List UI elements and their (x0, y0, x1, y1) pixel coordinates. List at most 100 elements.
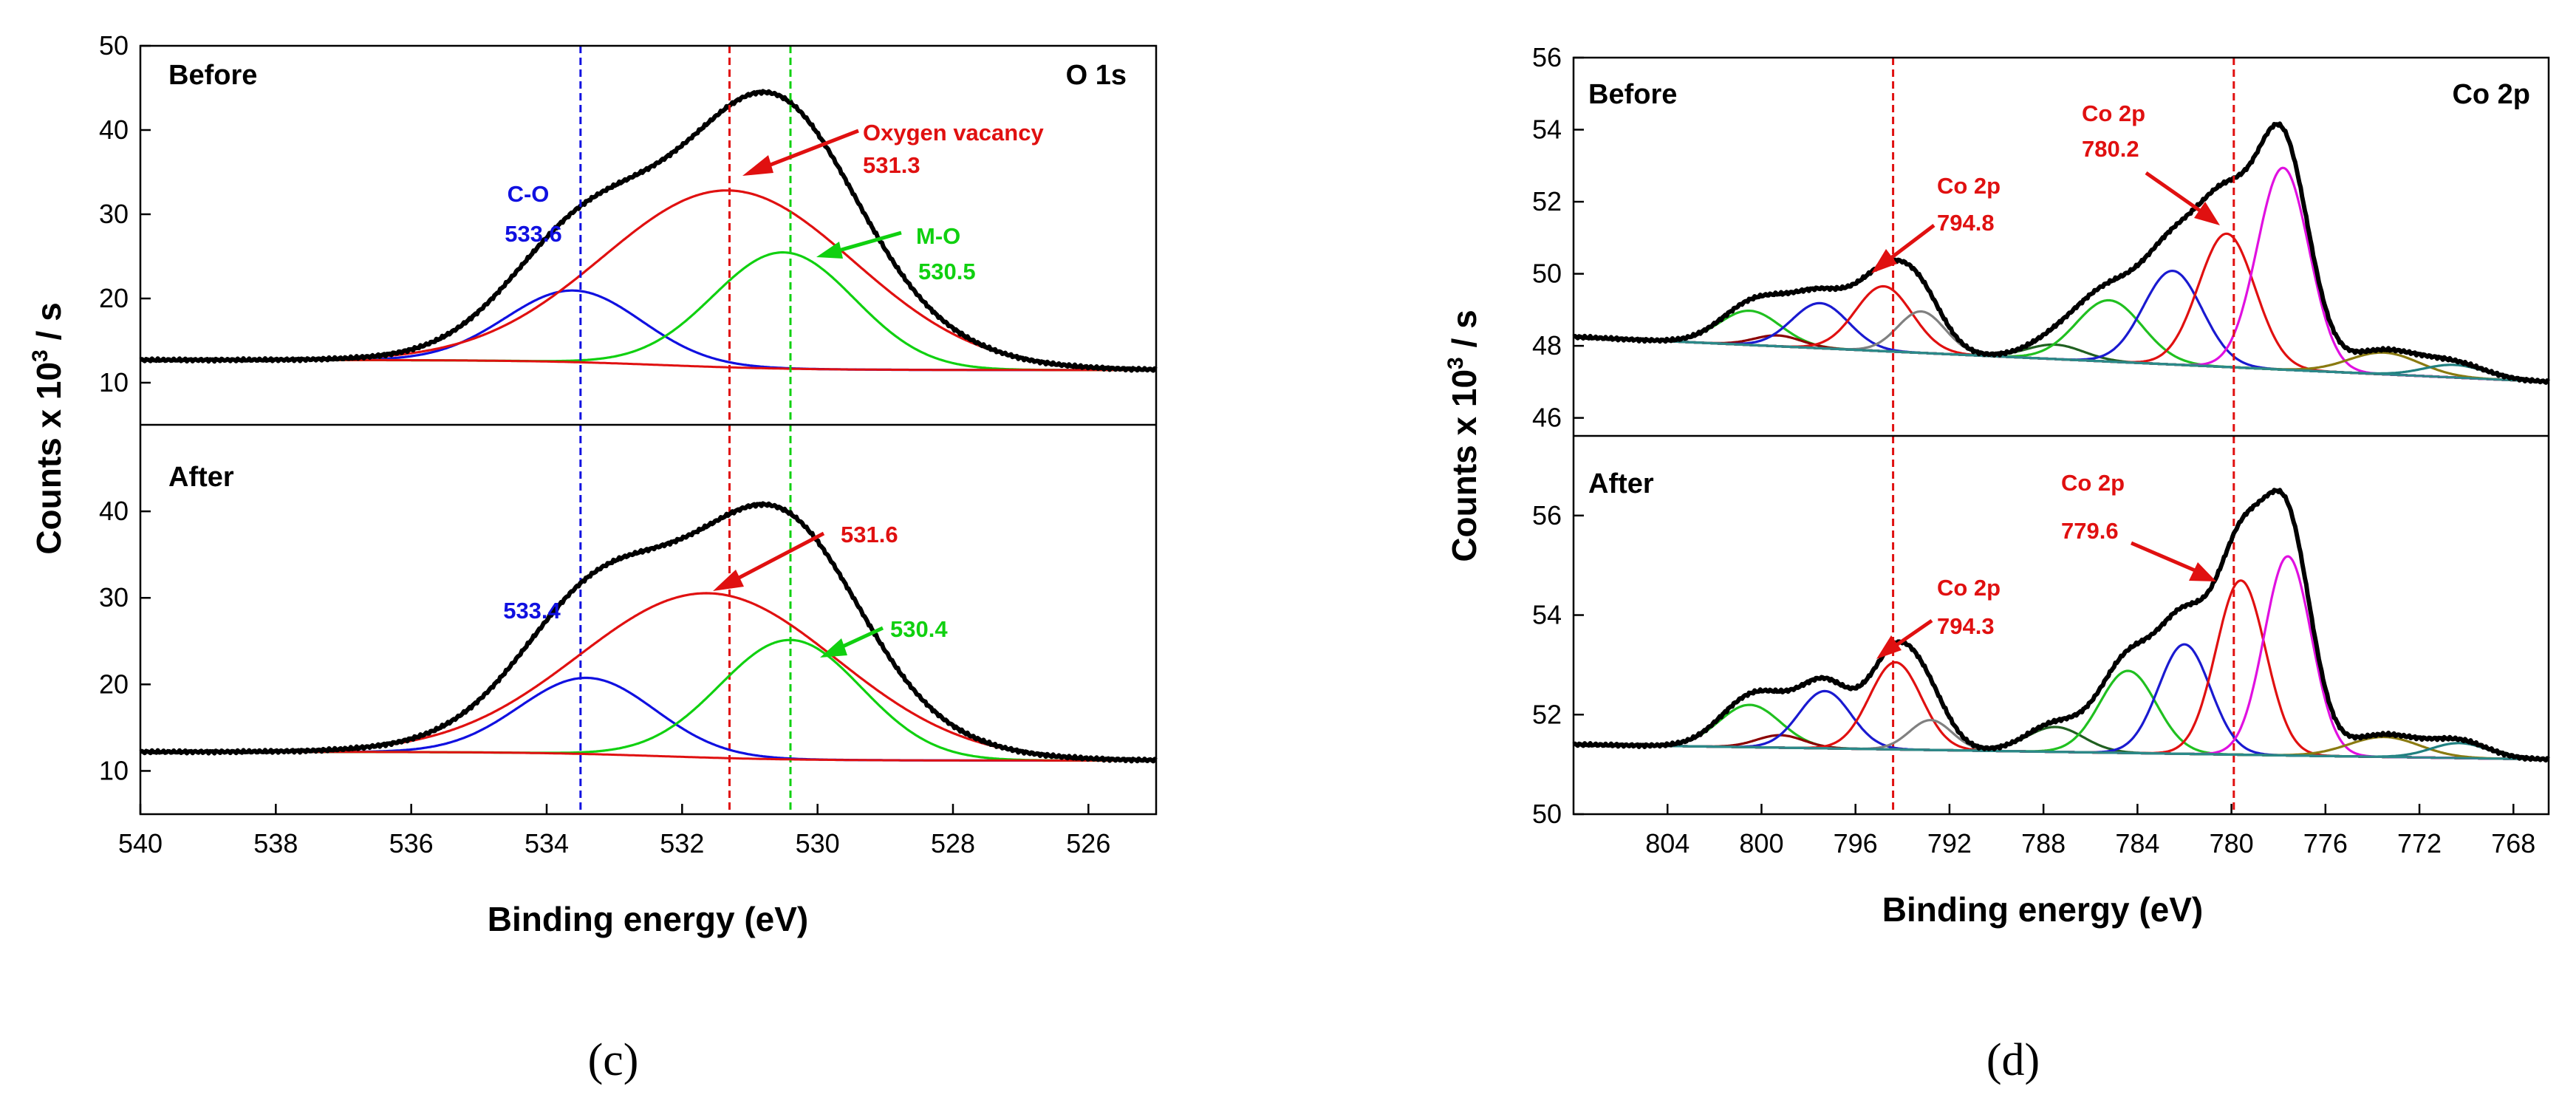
c-y-axis-label-main: Counts x 10 (30, 362, 68, 555)
c-tag-after: After (168, 462, 234, 493)
c-anno-co-label: C-O (508, 181, 550, 207)
d-after-component-8 (1574, 579, 2549, 761)
d-anno-co2p-2-label: Co 2p (2082, 100, 2145, 126)
c-anno-after-co-value: 533.4 (503, 598, 561, 624)
c-xtick-label: 532 (660, 828, 704, 858)
c-after-ytick-label: 10 (99, 755, 129, 785)
c-after-component-oxygen-vacancy (140, 592, 1156, 762)
c-before-ytick-label: 10 (99, 367, 129, 397)
d-before-component-3 (1573, 284, 2549, 383)
c-anno-after-mo-value: 530.4 (890, 616, 948, 642)
c-anno-ov-value: 531.3 (863, 152, 920, 178)
d-after-plot-area (1572, 488, 2550, 763)
c-xtick-label: 526 (1066, 828, 1110, 858)
c-y-axis-label-tail: / s (30, 302, 68, 349)
d-anno-co2p-1-arrow (1884, 224, 1936, 264)
d-before-ytick-label: 48 (1532, 330, 1562, 361)
c-xtick-label: 528 (931, 828, 975, 858)
c-anno-mo-label: M-O (916, 223, 960, 249)
c-after-ytick-label: 40 (99, 496, 129, 526)
d-anno-after-co2p-1-arrow (1890, 618, 1933, 651)
d-after-component-9 (1574, 555, 2549, 761)
d-before-ytick-label: 52 (1532, 186, 1562, 216)
c-anno-after-ov-value: 531.6 (841, 522, 898, 547)
d-before-y-axis: 46 48 50 52 54 56 (1532, 42, 1584, 433)
c-xtick-label: 538 (253, 828, 298, 858)
d-after-ytick-label: 56 (1532, 500, 1562, 530)
c-before-ytick-label: 50 (99, 30, 129, 61)
d-after-envelope (1572, 488, 2550, 763)
d-before-background (1573, 335, 2549, 383)
d-anno-co2p-1-arrowhead (1871, 249, 1897, 273)
c-y-axis-label-sup: 3 (28, 349, 52, 362)
c-anno-co-value: 533.6 (505, 221, 562, 247)
d-anno-co2p-2-arrowhead (2194, 202, 2220, 225)
c-xtick-label: 540 (118, 828, 163, 858)
c-xtick-label: 536 (389, 828, 434, 858)
c-anno-ov-label: Oxygen vacancy (863, 120, 1044, 146)
c-before-ytick-label: 30 (99, 199, 129, 229)
panel-label-d: (d) (1986, 1035, 2040, 1085)
d-xtick-label: 772 (2397, 828, 2442, 858)
c-xtick-label: 530 (796, 828, 840, 858)
d-after-background (1574, 743, 2549, 761)
d-anno-co2p-2-value: 780.2 (2082, 136, 2139, 162)
c-before-ytick-label: 20 (99, 283, 129, 313)
c-before-y-axis: 10 20 30 40 50 (99, 30, 151, 397)
d-after-ytick-label: 52 (1532, 699, 1562, 729)
d-xtick-label: 796 (1834, 828, 1878, 858)
d-before-ytick-label: 50 (1532, 259, 1562, 289)
d-xtick-label: 768 (2491, 828, 2535, 858)
c-y-axis-label: Counts x 103 / s (28, 302, 68, 554)
c-after-y-axis: 10 20 30 40 (99, 496, 151, 785)
c-anno-mo-arrow (830, 231, 902, 255)
d-xtick-label: 792 (1927, 828, 1972, 858)
c-anno-after-ov-arrowhead (713, 570, 744, 591)
d-anno-after-co2p-1-arrowhead (1876, 635, 1902, 659)
d-xtick-label: 788 (2021, 828, 2066, 858)
d-tag-after: After (1588, 468, 1654, 499)
d-y-axis-label-tail: / s (1445, 310, 1483, 357)
d-after-ytick-label: 50 (1532, 799, 1562, 829)
d-tag-before: Before (1588, 79, 1677, 110)
c-tag-before: Before (168, 60, 257, 91)
panel-label-c: (c) (588, 1035, 639, 1085)
d-xtick-label: 800 (1739, 828, 1783, 858)
c-after-envelope (139, 501, 1158, 764)
c-x-axis-label: Binding energy (eV) (488, 900, 808, 938)
chart-d: 46 48 50 52 54 56 50 52 54 56 804 800 796 792 788 784… (1444, 42, 2550, 1085)
d-xtick-label: 804 (1645, 828, 1690, 858)
d-anno-after-co2p-1-value: 794.3 (1937, 613, 1995, 639)
d-anno-after-co2p-2-arrowhead (2189, 562, 2216, 581)
d-after-y-axis: 50 52 54 56 (1532, 500, 1584, 829)
d-anno-co2p-2-arrow (2145, 171, 2207, 216)
d-before-ytick-label: 46 (1532, 403, 1562, 433)
d-before-component-6 (1573, 298, 2549, 383)
d-after-ytick-label: 54 (1532, 600, 1562, 630)
c-anno-mo-arrowhead (816, 242, 843, 259)
d-anno-after-co2p-2-label: Co 2p (2061, 470, 2125, 496)
d-after-component-3 (1574, 660, 2549, 761)
c-axes-frame (139, 44, 1158, 816)
d-xtick-label: 780 (2210, 828, 2254, 858)
d-after-component-2 (1574, 689, 2549, 761)
d-anno-after-co2p-2-arrow (2131, 541, 2201, 575)
d-anno-co2p-1-value: 794.8 (1937, 210, 1995, 236)
d-y-axis-label-main: Counts x 10 (1445, 369, 1483, 562)
c-before-plot-area (139, 46, 1158, 814)
d-anno-after-co2p-1-label: Co 2p (1937, 575, 2001, 601)
c-after-ytick-label: 20 (99, 669, 129, 699)
c-before-envelope (139, 89, 1158, 373)
c-after-ytick-label: 30 (99, 582, 129, 612)
d-y-axis-label: Counts x 103 / s (1444, 310, 1483, 561)
c-spectrum-label: O 1s (1066, 60, 1127, 91)
d-xtick-label: 776 (2303, 828, 2348, 858)
d-anno-co2p-1-label: Co 2p (1937, 173, 2001, 199)
c-before-ytick-label: 40 (99, 115, 129, 145)
c-anno-after-mo-arrowhead (820, 638, 847, 658)
d-before-envelope (1572, 121, 2550, 385)
c-x-axis: 540 538 536 534 532 530 528 526 (118, 804, 1110, 858)
d-after-component-7 (1574, 643, 2549, 761)
d-y-axis-label-sup: 3 (1444, 357, 1468, 369)
d-x-axis: 804 800 796 792 788 784 780 776 772 768 (1645, 804, 2535, 858)
